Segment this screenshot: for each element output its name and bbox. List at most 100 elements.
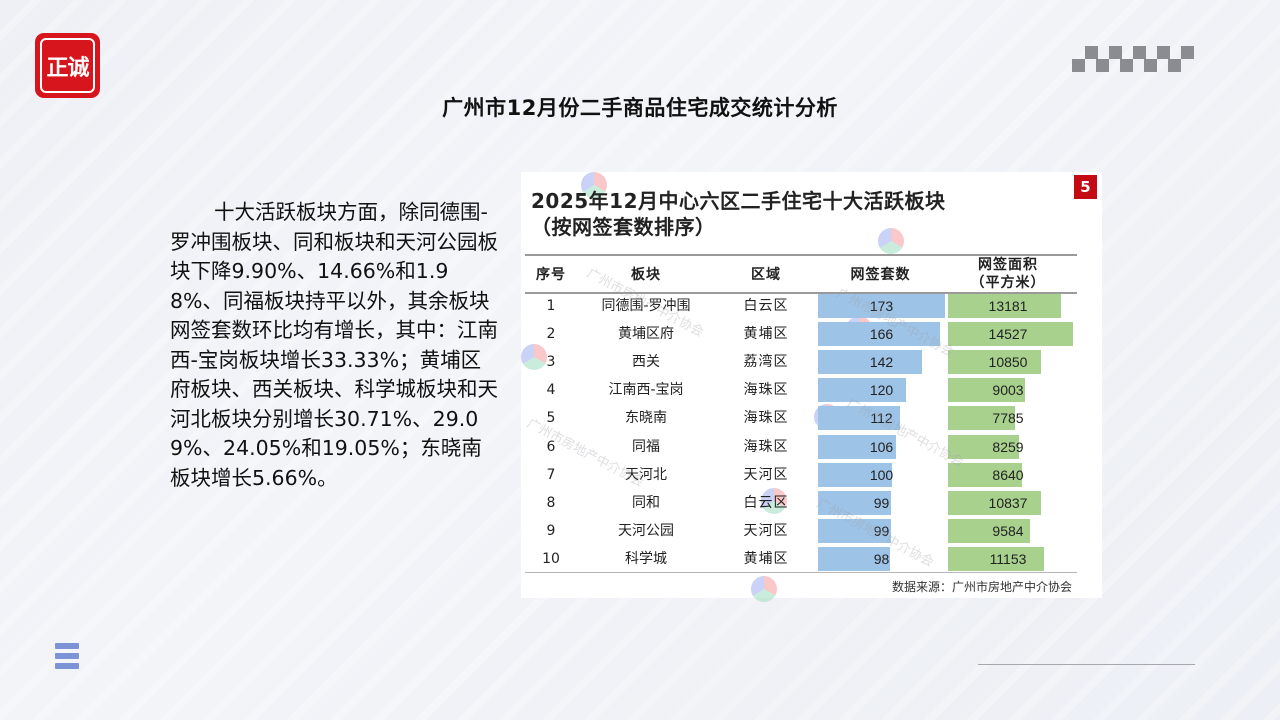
- cell-district: 天河区: [743, 522, 789, 539]
- area-bar: [948, 518, 1030, 543]
- units-bar: [818, 434, 896, 459]
- cell-rank: 3: [546, 354, 556, 371]
- cell-units: 173: [869, 298, 894, 314]
- company-logo: 正诚: [35, 33, 100, 98]
- table-row: 9 天河公园 天河区 99 9584: [521, 517, 1102, 545]
- table-row: 3 西关 荔湾区 142 10850: [521, 348, 1102, 376]
- header-block: 板块: [631, 267, 661, 283]
- cell-block: 黄埔区府: [618, 326, 674, 343]
- table-row: 7 天河北 天河区 100 8640: [521, 461, 1102, 489]
- table-header-rule: [525, 292, 1077, 294]
- units-bar: [818, 462, 892, 487]
- cell-rank: 6: [546, 438, 556, 455]
- cell-area: 13181: [988, 298, 1028, 314]
- cell-rank: 4: [546, 382, 556, 399]
- cell-block: 江南西-宝岗: [608, 382, 684, 399]
- cell-area: 10837: [988, 494, 1028, 511]
- units-bar: [818, 546, 890, 571]
- page-title: 广州市12月份二手商品住宅成交统计分析: [442, 96, 838, 120]
- cell-area: 8640: [992, 466, 1024, 483]
- area-bar: [948, 462, 1022, 487]
- cell-block: 同和: [632, 494, 660, 511]
- area-bar: [948, 294, 1061, 318]
- table-top-rule: [525, 254, 1077, 256]
- area-bar: [948, 490, 1041, 515]
- cell-rank: 7: [546, 466, 556, 483]
- cell-block: 东晓南: [625, 410, 667, 427]
- cell-district: 海珠区: [743, 410, 789, 427]
- watermark-logo-icon: [751, 576, 777, 602]
- cell-rank: 9: [546, 522, 556, 539]
- area-bar: [948, 350, 1041, 375]
- area-bar: [948, 378, 1025, 403]
- units-bar: [818, 322, 940, 347]
- cell-units: 142: [869, 354, 894, 371]
- analysis-paragraph: 十大活跃板块方面，除同德围-罗冲围板块、同和板块和天河公园板块下降9.90%、1…: [170, 200, 498, 490]
- menu-icon[interactable]: [55, 643, 79, 671]
- cell-district: 白云区: [743, 494, 789, 511]
- area-bar: [948, 546, 1044, 571]
- cell-district: 海珠区: [743, 382, 789, 399]
- area-bar: [948, 406, 1015, 431]
- logo-text: 正诚: [40, 38, 95, 93]
- header-area-line1: 网签面积: [978, 257, 1038, 273]
- cell-area: 10850: [988, 354, 1028, 371]
- cell-district: 荔湾区: [743, 354, 789, 371]
- cell-district: 黄埔区: [743, 550, 789, 567]
- top-ten-blocks-table: 2025年12月中心六区二手住宅十大活跃板块 （按网签套数排序） 5 序号 板块…: [521, 172, 1102, 602]
- table-row: 5 东晓南 海珠区 112 7785: [521, 404, 1102, 432]
- table-bottom-rule: [525, 572, 1077, 573]
- cell-units: 120: [869, 382, 894, 399]
- cell-rank: 8: [546, 494, 556, 511]
- footer-divider: [978, 664, 1195, 665]
- table-row: 4 江南西-宝岗 海珠区 120 9003: [521, 376, 1102, 404]
- table-title: 2025年12月中心六区二手住宅十大活跃板块 （按网签套数排序）: [531, 188, 946, 240]
- cell-area: 11153: [989, 550, 1027, 567]
- cell-units: 99: [873, 522, 890, 539]
- checker-decoration-icon: [1072, 46, 1195, 74]
- cell-block: 天河北: [625, 466, 667, 483]
- units-bar: [818, 490, 891, 515]
- table-row: 6 同福 海珠区 106 8259: [521, 433, 1102, 461]
- header-area: 网签面积 （平方米）: [948, 256, 1068, 292]
- page-number-badge: 5: [1074, 175, 1097, 199]
- cell-units: 166: [869, 326, 894, 343]
- cell-block: 同德围-罗冲围: [601, 298, 691, 314]
- cell-units: 98: [873, 550, 890, 567]
- header-rank: 序号: [536, 267, 566, 283]
- cell-block: 天河公园: [618, 522, 674, 539]
- table-title-line2: （按网签套数排序）: [531, 215, 716, 239]
- cell-rank: 10: [542, 550, 560, 567]
- cell-rank: 5: [546, 410, 556, 427]
- cell-district: 白云区: [743, 298, 789, 314]
- header-units: 网签套数: [850, 267, 911, 283]
- units-bar: [818, 378, 906, 403]
- table-row: 10 科学城 黄埔区 98 11153: [521, 545, 1102, 573]
- area-bar: [948, 434, 1019, 459]
- table-row: 8 同和 白云区 99 10837: [521, 489, 1102, 517]
- cell-area: 14527: [988, 326, 1028, 343]
- data-source-note: 数据来源：广州市房地产中介协会: [891, 580, 1072, 594]
- cell-area: 9003: [992, 382, 1024, 399]
- area-bar: [948, 322, 1073, 347]
- units-bar: [818, 350, 922, 375]
- header-area-line2: （平方米）: [970, 275, 1046, 291]
- units-bar: [818, 406, 900, 431]
- header-district: 区域: [751, 267, 781, 283]
- cell-block: 西关: [632, 354, 660, 371]
- units-bar: [818, 294, 945, 318]
- cell-units: 100: [869, 466, 894, 483]
- cell-units: 106: [869, 438, 894, 455]
- cell-block: 同福: [632, 438, 660, 455]
- units-bar: [818, 518, 891, 543]
- cell-district: 海珠区: [743, 438, 789, 455]
- cell-rank: 2: [546, 326, 556, 343]
- cell-area: 8259: [992, 438, 1024, 455]
- table-row: 2 黄埔区府 黄埔区 166 14527: [521, 320, 1102, 348]
- cell-district: 天河区: [743, 466, 789, 483]
- cell-area: 9584: [992, 522, 1024, 539]
- table-title-line1: 2025年12月中心六区二手住宅十大活跃板块: [531, 189, 946, 213]
- cell-area: 7785: [992, 410, 1024, 427]
- cell-block: 科学城: [625, 550, 667, 567]
- cell-units: 112: [870, 410, 893, 427]
